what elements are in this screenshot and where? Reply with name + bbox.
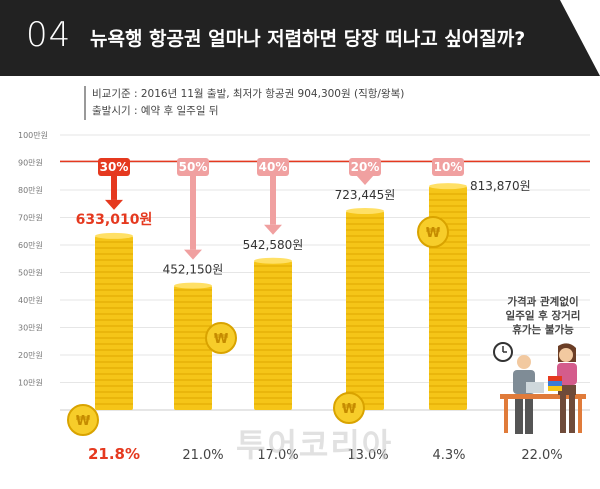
laptop-icon [526, 382, 544, 393]
coin-top [254, 257, 292, 264]
coin-top [174, 282, 212, 289]
share-percentage: 4.3% [432, 448, 465, 463]
desk-top [500, 394, 586, 399]
coin-bar-3: 40% 542,580원 [243, 158, 304, 410]
share-percentage: 17.0% [257, 448, 298, 463]
coin-bar-body [174, 285, 212, 410]
header-corner-cut [560, 0, 600, 76]
person-skirt [558, 385, 576, 395]
coin-bar-2: 50% 452,150원 [163, 158, 224, 410]
watermark: 투어코리아 [236, 426, 394, 464]
coin-icon [417, 216, 449, 248]
y-tick-label: 80만원 [18, 186, 43, 195]
discount-arrow-head [356, 175, 374, 186]
coin-bar-4: 20% 723,445원 [335, 158, 396, 410]
coin-bar-body [346, 211, 384, 410]
coin-icon [205, 322, 237, 354]
discount-badge-text: 10% [434, 160, 463, 174]
y-tick-label: 90만원 [18, 159, 43, 168]
won-sign: ₩ [214, 332, 229, 347]
note-line-2: 일주일 후 장거리 [505, 310, 581, 322]
y-tick-label: 50만원 [18, 269, 43, 278]
coin-bar-body [254, 260, 292, 410]
share-percentage: 13.0% [347, 448, 388, 463]
discount-arrow-head [264, 224, 282, 235]
discount-badge-text: 40% [259, 160, 288, 174]
coin-icon [67, 404, 99, 436]
book-icon [548, 381, 562, 386]
share-percentage: 21.0% [182, 448, 223, 463]
bar-value-label: 813,870원 [470, 179, 531, 193]
discount-badge [177, 158, 209, 176]
departure-timing-text: 출발시기 : 예약 후 일주일 뒤 [92, 105, 219, 117]
share-percentage: 21.8% [88, 445, 140, 463]
y-tick-label: 40만원 [18, 296, 43, 305]
y-tick-label: 20만원 [18, 351, 43, 360]
share-percentage: 22.0% [521, 448, 562, 463]
desk-leg [504, 399, 508, 433]
discount-badge [432, 158, 464, 176]
discount-arrow-head [184, 249, 202, 260]
won-sign: ₩ [76, 414, 91, 429]
header-background [0, 0, 600, 76]
person-leg [525, 394, 533, 434]
coin-top [346, 208, 384, 215]
discount-badge [349, 158, 381, 176]
person-leg [560, 395, 566, 433]
discount-badge [257, 158, 289, 176]
comparison-basis-text: 비교기준 : 2016년 11월 출발, 최저가 항공권 904,300원 (직… [92, 88, 405, 100]
unavailable-note: 가격과 관계없이 일주일 후 장거리 휴가는 불가능 [498, 295, 588, 337]
book-icon [548, 376, 562, 381]
note-line-1: 가격과 관계없이 [507, 296, 579, 308]
person-leg [569, 395, 575, 433]
person-head [559, 348, 573, 362]
bar-value-label: 452,150원 [163, 263, 224, 277]
page-title: 뉴욕행 항공권 얼마나 저렴하면 당장 떠나고 싶어질까? [90, 28, 526, 50]
discount-badge-text: 50% [179, 160, 208, 174]
comparison-description: 비교기준 : 2016년 11월 출발, 최저가 항공권 904,300원 (직… [84, 86, 404, 120]
y-tick-label: 10만원 [18, 379, 43, 388]
section-number: 04 [26, 15, 72, 55]
discount-arrow-head [105, 199, 123, 210]
book-icon [548, 386, 562, 391]
y-tick-label: 30만원 [18, 324, 43, 333]
note-line-3: 휴가는 불가능 [512, 324, 574, 336]
y-tick-label: 60만원 [18, 241, 43, 250]
y-tick-label: 70만원 [18, 214, 43, 223]
person-leg [515, 394, 523, 434]
coin-top [429, 183, 467, 190]
bar-value-label: 542,580원 [243, 238, 304, 252]
header-banner: 04 뉴욕행 항공권 얼마나 저렴하면 당장 떠나고 싶어질까? [0, 0, 600, 76]
discount-badge [98, 158, 130, 176]
office-illustration [493, 342, 586, 434]
bar-value-label: 723,445원 [335, 188, 396, 202]
won-sign: ₩ [426, 226, 441, 241]
desk-leg [578, 399, 582, 433]
won-sign: ₩ [342, 402, 357, 417]
coin-bar-1: 30% 633,010원 [76, 158, 153, 410]
y-tick-label: 100만원 [18, 131, 48, 140]
coin-top [95, 232, 133, 239]
coin-icon [333, 392, 365, 424]
discount-badge-text: 20% [351, 160, 380, 174]
coin-bar-body [95, 235, 133, 410]
bar-value-label: 633,010원 [76, 212, 153, 228]
discount-badge-text: 30% [100, 160, 129, 174]
person-head [517, 355, 531, 369]
